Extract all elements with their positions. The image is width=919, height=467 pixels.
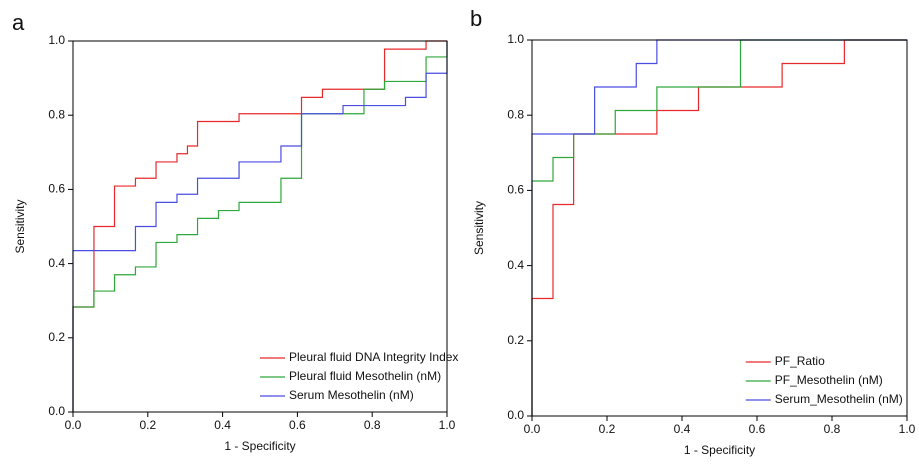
y-tick-label: 0.8 — [48, 107, 65, 121]
panel-label: a — [12, 10, 25, 35]
x-tick-label: 0.4 — [674, 422, 691, 436]
y-tick-label: 0.2 — [507, 333, 524, 347]
x-tick-label: 1.0 — [439, 418, 456, 432]
y-axis-label: Sensitivity — [472, 201, 486, 255]
legend-label: Pleural fluid Mesothelin (nM) — [289, 369, 441, 383]
plot-frame — [72, 40, 448, 413]
x-axis-label: 1 - Specificity — [224, 439, 295, 453]
x-tick-label: 0.0 — [65, 418, 82, 432]
x-tick-label: 0.0 — [524, 422, 541, 436]
x-tick-label: 0.6 — [289, 418, 306, 432]
y-tick-label: 1.0 — [48, 33, 65, 47]
legend-label: Serum_Mesothelin (nM) — [775, 392, 903, 406]
y-tick-label: 0.0 — [507, 408, 524, 422]
roc-line — [72, 41, 448, 412]
y-tick-label: 0.2 — [48, 330, 65, 344]
roc-line — [531, 39, 907, 416]
legend-label: Serum Mesothelin (nM) — [289, 388, 414, 402]
plot-frame — [531, 39, 908, 417]
roc-line — [531, 39, 907, 416]
x-tick-label: 0.2 — [139, 418, 156, 432]
roc-line — [72, 41, 448, 412]
y-tick-label: 0.0 — [48, 404, 65, 418]
legend-label: PF_Ratio — [775, 354, 825, 368]
x-tick-label: 0.4 — [214, 418, 231, 432]
y-tick-label: 0.8 — [507, 107, 524, 121]
roc-line — [531, 39, 907, 416]
x-tick-label: 1.0 — [899, 422, 916, 436]
legend-label: Pleural fluid DNA Integrity Index — [289, 350, 458, 364]
y-tick-label: 0.6 — [507, 183, 524, 197]
panel-label: b — [470, 6, 482, 31]
x-axis-label: 1 - Specificity — [684, 443, 755, 457]
x-tick-label: 0.2 — [599, 422, 616, 436]
y-axis-label: Sensitivity — [13, 199, 27, 253]
y-tick-label: 0.4 — [48, 256, 65, 270]
x-tick-label: 0.6 — [749, 422, 766, 436]
y-tick-label: 0.4 — [507, 258, 524, 272]
x-tick-label: 0.8 — [364, 418, 381, 432]
y-tick-label: 0.6 — [48, 182, 65, 196]
legend-label: PF_Mesothelin (nM) — [775, 373, 883, 387]
y-tick-label: 1.0 — [507, 32, 524, 46]
x-tick-label: 0.8 — [824, 422, 841, 436]
